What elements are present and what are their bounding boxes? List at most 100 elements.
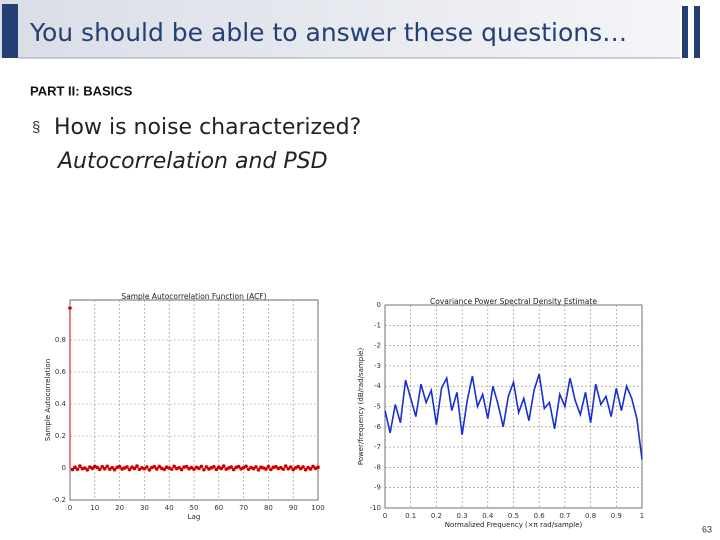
stem-dot xyxy=(75,467,80,472)
y-tick-label: -0.2 xyxy=(52,496,66,504)
y-tick-label: -6 xyxy=(374,423,382,431)
x-axis-label: Normalized Frequency (×π rad/sample) xyxy=(445,521,583,529)
y-tick-label: -7 xyxy=(374,443,381,451)
stem-dot xyxy=(199,464,204,469)
stem-dot xyxy=(229,465,233,469)
stem-dot xyxy=(117,464,122,469)
stem-dot xyxy=(102,467,107,471)
stem-dot xyxy=(219,466,224,471)
stem-dot xyxy=(231,467,236,472)
stem-dot xyxy=(132,466,137,471)
x-tick-label: 0.1 xyxy=(405,512,416,520)
header-band xyxy=(0,0,680,58)
stem-dot xyxy=(70,467,75,472)
x-tick-label: 0.7 xyxy=(559,512,570,520)
header-accent xyxy=(2,4,18,58)
stem-dot xyxy=(97,467,102,472)
y-tick-label: -3 xyxy=(374,362,381,370)
x-tick-label: 0.8 xyxy=(585,512,596,520)
stem-dot xyxy=(155,467,159,471)
x-tick-label: 60 xyxy=(214,504,223,512)
y-tick-label: -4 xyxy=(374,382,382,390)
stem-dot xyxy=(316,465,320,470)
header-deco xyxy=(682,6,688,58)
stem-dot xyxy=(311,464,315,469)
stem-dot xyxy=(135,464,139,468)
stem-dot xyxy=(254,465,258,469)
chart-title: Covariance Power Spectral Density Estima… xyxy=(430,297,597,306)
stem-dot xyxy=(236,464,241,469)
x-tick-label: 10 xyxy=(90,504,99,512)
stem-dot xyxy=(145,465,149,469)
stem-dot xyxy=(152,464,157,469)
y-tick-label: 0.6 xyxy=(55,368,67,376)
page-number: 63 xyxy=(702,524,712,534)
stem-dot xyxy=(90,466,95,471)
stem-dot xyxy=(256,468,261,472)
y-tick-label: 0 xyxy=(62,464,66,472)
stem-dot xyxy=(68,306,72,310)
header-deco xyxy=(694,6,700,58)
stem-dot xyxy=(169,467,174,471)
stem-dot xyxy=(105,464,109,469)
y-tick-label: 0.2 xyxy=(55,432,66,440)
bullet-marker: § xyxy=(32,119,40,136)
x-tick-label: 0.5 xyxy=(508,512,519,520)
y-tick-label: -10 xyxy=(370,504,381,512)
stem-dot xyxy=(288,465,293,469)
x-tick-label: 0.6 xyxy=(534,512,546,520)
stem-dot xyxy=(127,467,132,472)
x-tick-label: 50 xyxy=(190,504,199,512)
stem-dot xyxy=(197,466,201,471)
stem-dot xyxy=(308,467,313,471)
y-tick-label: -1 xyxy=(374,321,381,329)
question: How is noise characterized? xyxy=(54,115,361,140)
x-tick-label: 90 xyxy=(289,504,298,512)
y-tick-label: -5 xyxy=(374,403,381,411)
stem-dot xyxy=(95,465,100,470)
stem-dot xyxy=(179,467,184,472)
chart-title: Sample Autocorrelation Function (ACF) xyxy=(121,292,266,301)
stem-dot xyxy=(110,465,114,470)
stem-dot xyxy=(269,467,273,472)
stem-dot xyxy=(221,464,226,468)
x-tick-label: 1 xyxy=(640,512,644,520)
stem-dot xyxy=(78,464,82,468)
stem-dot xyxy=(202,467,206,472)
stem-dot xyxy=(283,464,288,468)
stem-dot xyxy=(100,464,105,469)
y-tick-label: 0.8 xyxy=(55,336,66,344)
x-tick-label: 0 xyxy=(68,504,72,512)
y-tick-label: -2 xyxy=(374,342,381,350)
stem-dot xyxy=(214,467,219,472)
stem-dot xyxy=(244,464,248,469)
stem-dot xyxy=(204,465,209,469)
stem-dot xyxy=(172,464,176,469)
stem-dot xyxy=(296,464,300,469)
x-axis-label: Lag xyxy=(188,513,201,521)
y-axis-label: Power/frequency (dB/rad/sample) xyxy=(357,348,365,466)
stem-dot xyxy=(125,465,129,469)
stem-dot xyxy=(85,468,90,472)
stem-dot xyxy=(162,467,167,472)
stem-dot xyxy=(264,467,268,471)
x-tick-label: 80 xyxy=(264,504,273,512)
stem-dot xyxy=(147,468,152,472)
stem-dot xyxy=(73,465,77,470)
x-tick-label: 0.3 xyxy=(457,512,468,520)
x-tick-label: 70 xyxy=(239,504,248,512)
stem-dot xyxy=(212,464,216,469)
stem-dot xyxy=(83,466,87,470)
stem-dot xyxy=(184,464,189,469)
y-axis-label: Sample Autocorrelation xyxy=(44,359,52,441)
x-tick-label: 0 xyxy=(383,512,387,520)
stem-dot xyxy=(177,465,181,470)
x-tick-label: 100 xyxy=(311,504,324,512)
x-tick-label: 0.9 xyxy=(611,512,622,520)
stem-dot xyxy=(281,467,286,471)
y-tick-label: 0.4 xyxy=(55,400,67,408)
title: You should be able to answer these quest… xyxy=(29,18,627,47)
y-tick-label: 0 xyxy=(377,301,381,309)
stem-dot xyxy=(266,464,271,469)
